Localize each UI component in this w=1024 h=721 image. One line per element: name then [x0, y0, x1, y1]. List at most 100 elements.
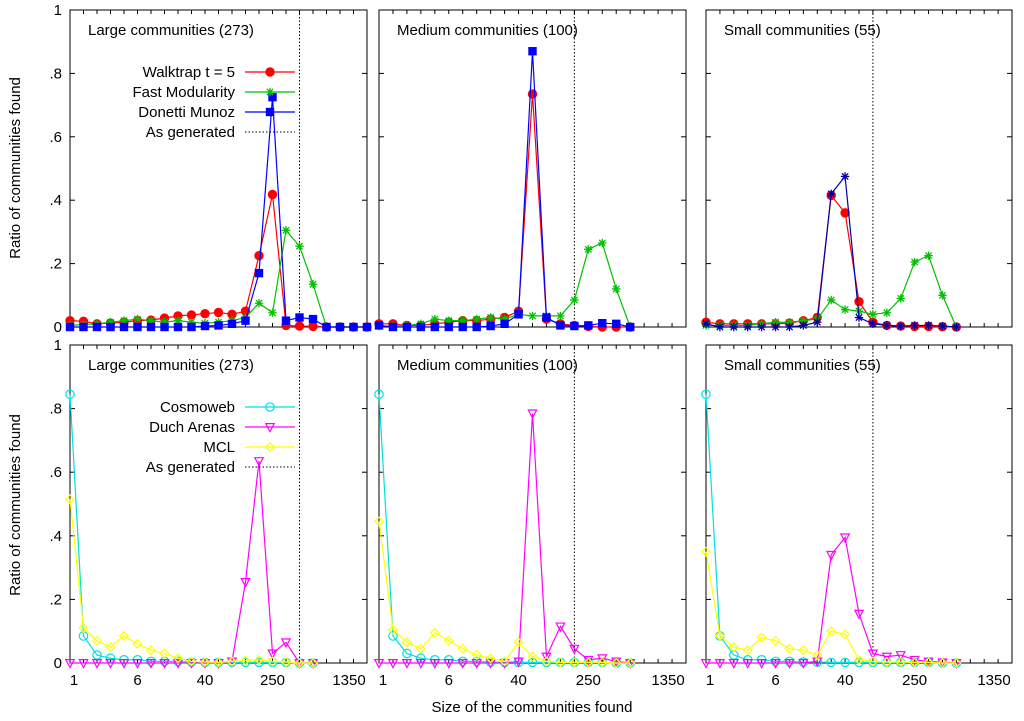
y-tick-label: .6	[49, 464, 62, 481]
data-point	[173, 656, 183, 667]
x-tick-label: 1350	[977, 672, 1010, 689]
data-point	[173, 322, 183, 332]
data-point	[937, 657, 948, 669]
y-tick-label: 1	[54, 337, 62, 354]
data-point	[186, 310, 197, 320]
x-tick-label: 6	[133, 672, 141, 689]
data-point	[812, 650, 823, 661]
data-point	[798, 645, 809, 656]
data-point	[868, 319, 878, 329]
panel-title: Small communities (55)	[724, 22, 881, 39]
data-point	[868, 310, 878, 319]
data-point	[882, 308, 892, 317]
data-point	[485, 659, 496, 669]
data-point	[527, 657, 538, 668]
data-point	[200, 321, 210, 331]
data-point	[896, 294, 905, 303]
data-point	[78, 622, 89, 634]
data-point	[499, 656, 510, 667]
data-point	[106, 318, 115, 327]
chart-panel-2: Medium communities (100)	[374, 9, 687, 332]
data-point	[308, 314, 318, 324]
legend: Walktrap t = 5 Fast Modularity Donetti Mun…	[132, 64, 295, 141]
data-point	[770, 656, 781, 667]
data-point	[541, 652, 552, 663]
series-line-3	[378, 521, 631, 664]
panel-title: Medium communities (100)	[397, 357, 578, 374]
data-point	[145, 645, 157, 656]
data-point	[825, 550, 837, 561]
data-point	[570, 321, 579, 331]
data-point	[471, 650, 482, 661]
data-point	[757, 322, 766, 332]
data-point	[471, 656, 482, 667]
data-point	[253, 457, 265, 467]
data-point	[854, 313, 864, 322]
data-point	[294, 321, 305, 331]
data-point	[938, 321, 947, 331]
panel-title: Large communities (273)	[88, 22, 254, 39]
plot-frame	[705, 9, 1013, 328]
data-point	[771, 322, 780, 332]
data-point	[813, 318, 822, 327]
legend-marker	[265, 67, 275, 77]
data-point	[527, 651, 538, 662]
y-axis-title-top: Ratio of communities found	[7, 77, 24, 259]
data-point	[840, 629, 851, 640]
data-point	[938, 291, 947, 300]
legend-label: Walktrap t = 5	[143, 64, 235, 81]
data-point	[79, 322, 88, 332]
data-point	[598, 318, 607, 328]
data-point	[388, 631, 398, 641]
x-tick-label: 1	[70, 672, 78, 689]
data-point	[513, 637, 524, 648]
data-point	[132, 659, 143, 669]
data-point	[172, 659, 184, 669]
data-point	[458, 316, 467, 325]
y-tick-label: .8	[49, 401, 62, 418]
legend-marker	[264, 441, 276, 453]
series-line-1	[705, 193, 957, 328]
data-point	[388, 322, 398, 332]
plot-frame	[378, 344, 687, 664]
data-point	[253, 654, 265, 665]
data-point	[742, 659, 753, 669]
x-tick-label: 6	[771, 672, 779, 689]
data-point	[443, 635, 454, 646]
data-point	[430, 314, 440, 324]
data-point	[569, 644, 580, 655]
data-point	[118, 630, 130, 642]
data-point	[280, 656, 292, 668]
data-point	[881, 656, 892, 668]
data-point	[415, 659, 427, 669]
data-point	[714, 630, 725, 642]
legend-label: Fast Modularity	[132, 84, 235, 101]
series-line-1	[379, 93, 631, 328]
panel-title: Medium communities (100)	[397, 22, 578, 39]
legend: Cosmoweb Duch Arenas MCL As generated	[146, 399, 295, 476]
data-point	[443, 659, 454, 669]
legend-label: As generated	[146, 459, 235, 476]
data-point	[924, 251, 933, 260]
legend-marker	[265, 87, 275, 97]
data-point	[119, 316, 129, 325]
data-point	[528, 311, 537, 321]
data-point	[799, 316, 808, 325]
legend-label: MCL	[203, 439, 235, 456]
data-point	[853, 654, 865, 665]
data-point	[294, 657, 305, 669]
data-point	[500, 319, 509, 329]
data-point	[742, 645, 753, 656]
data-point	[387, 624, 399, 635]
data-point	[584, 321, 593, 330]
chart-panel-6: 1 6 40 250 1350 Small communities (55)	[700, 344, 1013, 689]
x-tick-label: 1	[706, 672, 714, 689]
data-point	[583, 657, 594, 668]
data-point	[840, 208, 850, 218]
y-tick-label: .2	[49, 591, 62, 608]
data-point	[597, 657, 608, 668]
data-point	[500, 314, 509, 324]
data-point	[486, 313, 495, 322]
data-point	[200, 308, 210, 319]
data-point	[910, 321, 919, 330]
